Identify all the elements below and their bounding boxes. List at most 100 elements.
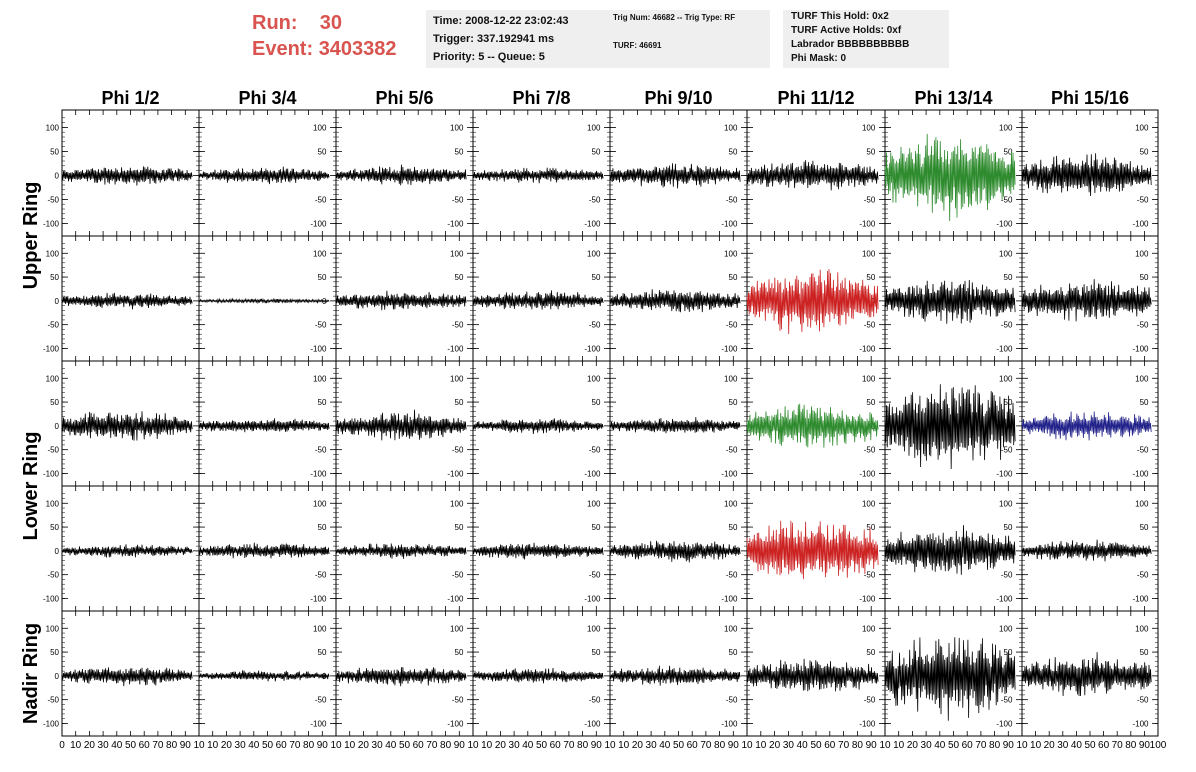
y-tick-label: 50 [318, 398, 327, 407]
event-label: Event: [252, 38, 314, 60]
x-tick-label: 90 [180, 740, 192, 751]
y-tick-label: 50 [729, 648, 738, 657]
y-tick-label: -50 [452, 195, 464, 204]
y-tick-label: -100 [721, 344, 738, 353]
y-tick-label: -100 [859, 469, 876, 478]
y-tick-label: 100 [1135, 123, 1149, 132]
y-tick-label: 100 [724, 123, 738, 132]
x-tick-label: 50 [1084, 740, 1096, 751]
x-tick-label: 20 [1044, 740, 1056, 751]
x-tick-label: 20 [769, 740, 781, 751]
y-tick-label: -100 [584, 469, 601, 478]
y-tick-label: 50 [1140, 273, 1149, 282]
y-tick-label: -50 [1001, 446, 1013, 455]
x-tick-label: 30 [921, 740, 933, 751]
turf-active-text: TURF Active Holds: 0xf [791, 25, 902, 36]
y-tick-label: 100 [724, 624, 738, 633]
row-group-label: Upper Ring [20, 182, 42, 290]
y-tick-label: 50 [318, 273, 327, 282]
y-tick-label: 50 [592, 273, 601, 282]
y-tick-label: 50 [866, 648, 875, 657]
y-tick-label: -100 [447, 219, 464, 228]
y-tick-label: 50 [50, 273, 59, 282]
panel-frame [61, 235, 200, 362]
y-tick-label: 100 [313, 624, 327, 633]
y-tick-label: -100 [43, 719, 60, 728]
y-tick-label: 100 [450, 624, 464, 633]
x-tick-label: 40 [659, 740, 671, 751]
y-tick-label: 50 [1140, 398, 1149, 407]
x-tick-label: 20 [495, 740, 507, 751]
trigger-text: Trigger: 337.192941 ms [433, 33, 555, 45]
x-tick-label: 90 [454, 740, 466, 751]
waveform-trace [884, 133, 1016, 222]
turf-info-box: TURF This Hold: 0x2 TURF Active Holds: 0… [783, 10, 949, 68]
y-tick-label: 100 [587, 624, 601, 633]
time-info-box: Time: 2008-12-22 23:02:43 Trigger: 337.1… [426, 10, 618, 68]
x-tick-label: 10 [70, 740, 82, 751]
y-tick-label: 0 [55, 422, 60, 431]
x-tick-label: 60 [824, 740, 836, 751]
y-tick-label: -100 [43, 219, 60, 228]
x-tick-label: 70 [426, 740, 438, 751]
y-tick-label: 100 [313, 374, 327, 383]
y-tick-label: 50 [592, 523, 601, 532]
y-tick-label: -50 [864, 321, 876, 330]
x-tick-label: 70 [563, 740, 575, 751]
waveform-trace [198, 418, 330, 433]
x-tick-label: 70 [289, 740, 301, 751]
x-tick-label: 90 [1139, 740, 1151, 751]
y-tick-label: -50 [726, 696, 738, 705]
y-tick-label: 100 [313, 249, 327, 258]
row-group-label: Nadir Ring [20, 623, 42, 724]
x-tick-label: 10 [893, 740, 905, 751]
y-tick-label: -100 [859, 219, 876, 228]
x-tick-label: 90 [591, 740, 603, 751]
y-tick-label: 50 [1004, 273, 1013, 282]
x-tick-label: 50 [262, 740, 274, 751]
y-tick-label: 100 [450, 374, 464, 383]
y-tick-label: -100 [584, 719, 601, 728]
y-tick-label: 100 [999, 374, 1013, 383]
trig-num-text: Trig Num: 46682 -- Trig Type: RF [613, 13, 736, 22]
y-tick-label: 50 [455, 273, 464, 282]
y-tick-label: 100 [862, 123, 876, 132]
y-tick-label: 50 [50, 523, 59, 532]
y-tick-label: 50 [866, 147, 875, 156]
waveform-trace [884, 384, 1016, 470]
y-tick-label: -50 [452, 321, 464, 330]
waveform-trace [61, 544, 193, 558]
x-tick-label: 90 [866, 740, 878, 751]
y-tick-label: -50 [589, 696, 601, 705]
waveform-trace [884, 279, 1016, 324]
x-tick-label: 10 [1030, 740, 1042, 751]
x-tick-label: 80 [989, 740, 1001, 751]
x-tick-label: 40 [934, 740, 946, 751]
x-tick-label: 10 [481, 740, 493, 751]
waveform-trace [609, 665, 741, 686]
y-tick-label: -50 [1137, 321, 1149, 330]
waveform-trace [198, 166, 330, 185]
y-tick-label: 0 [55, 547, 60, 556]
x-tick-label: 60 [276, 740, 288, 751]
y-tick-label: -50 [726, 195, 738, 204]
y-tick-label: 100 [450, 499, 464, 508]
y-tick-label: 50 [318, 648, 327, 657]
y-tick-label: 100 [1135, 374, 1149, 383]
y-tick-label: -50 [1137, 446, 1149, 455]
y-tick-label: -50 [1001, 571, 1013, 580]
y-tick-label: 100 [1135, 249, 1149, 258]
y-tick-label: -50 [864, 696, 876, 705]
y-tick-label: -50 [1137, 195, 1149, 204]
y-tick-label: -50 [47, 321, 59, 330]
y-tick-label: 50 [318, 147, 327, 156]
column-header: Phi 13/14 [914, 88, 992, 108]
y-tick-label: 0 [55, 171, 60, 180]
y-tick-label: 100 [46, 624, 60, 633]
x-tick-label: 20 [907, 740, 919, 751]
y-tick-label: -50 [315, 195, 327, 204]
y-tick-label: -100 [996, 344, 1013, 353]
y-tick-label: -100 [447, 469, 464, 478]
y-tick-label: 50 [455, 523, 464, 532]
y-tick-label: -50 [589, 195, 601, 204]
